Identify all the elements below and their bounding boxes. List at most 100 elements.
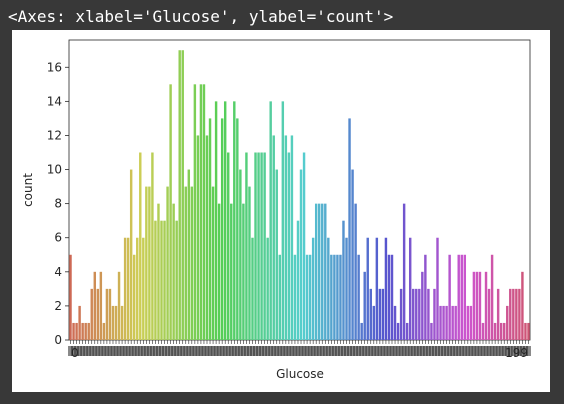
x-tick-label-clutter xyxy=(131,346,137,356)
x-tick-label-clutter xyxy=(368,346,374,356)
x-tick-label-clutter xyxy=(174,346,180,356)
x-tick-label-clutter xyxy=(168,346,174,356)
x-tick-label-clutter xyxy=(386,346,392,356)
bar xyxy=(348,118,351,340)
bar xyxy=(102,322,106,340)
bar xyxy=(296,220,300,340)
bar xyxy=(390,254,394,340)
x-tick-label-clutter xyxy=(328,346,334,356)
x-tick-label-clutter xyxy=(280,346,286,356)
x-tick-label-clutter xyxy=(444,346,450,356)
bar xyxy=(299,169,303,340)
x-tick-label-clutter xyxy=(222,346,228,356)
x-tick-label-clutter xyxy=(359,346,365,356)
bar xyxy=(281,101,285,340)
y-tick-label: 0 xyxy=(54,333,62,347)
bar xyxy=(421,271,424,340)
bar xyxy=(251,237,254,340)
x-tick-label-clutter xyxy=(453,346,459,356)
x-tick-label-clutter xyxy=(201,346,207,356)
x-tick-label-clutter xyxy=(398,346,404,356)
bar xyxy=(378,288,382,340)
x-tick-label-clutter xyxy=(74,346,80,356)
x-axis xyxy=(68,340,531,356)
bar xyxy=(275,169,278,340)
x-tick-label-clutter xyxy=(204,346,210,356)
bar xyxy=(227,152,230,340)
x-tick-label-clutter xyxy=(389,346,395,356)
x-tick-label-clutter xyxy=(395,346,401,356)
bar xyxy=(199,84,203,340)
x-tick-label-clutter xyxy=(298,346,304,356)
bar xyxy=(217,203,221,340)
bar xyxy=(372,305,376,340)
bar xyxy=(454,305,457,340)
x-tick-label-clutter xyxy=(237,346,243,356)
x-tick-label-clutter xyxy=(165,346,171,356)
bar xyxy=(442,305,445,340)
bar xyxy=(132,254,136,340)
bar xyxy=(512,288,515,340)
bar xyxy=(481,322,485,340)
y-tick-label: 12 xyxy=(47,128,62,142)
bar xyxy=(496,288,500,340)
x-tick-label-clutter xyxy=(383,346,389,356)
bar xyxy=(430,322,433,340)
bar xyxy=(239,169,242,340)
bar xyxy=(236,118,239,340)
x-tick-label-clutter xyxy=(286,346,292,356)
bar xyxy=(463,254,467,340)
bar xyxy=(181,50,184,340)
x-tick-label-clutter xyxy=(137,346,143,356)
bar xyxy=(172,203,175,340)
bar xyxy=(220,118,224,340)
bar xyxy=(518,288,521,340)
x-tick-label-clutter xyxy=(459,346,465,356)
bar xyxy=(424,254,427,340)
bar xyxy=(111,305,115,340)
x-tick-label-clutter xyxy=(128,346,134,356)
x-tick-label-clutter xyxy=(198,346,204,356)
bar xyxy=(472,271,476,340)
bar xyxy=(99,271,103,340)
x-tick-label-clutter xyxy=(356,346,362,356)
x-tick-label-clutter xyxy=(468,346,474,356)
bar xyxy=(506,305,509,340)
x-tick-label-clutter xyxy=(83,346,89,356)
x-tick-label-clutter xyxy=(192,346,198,356)
bar xyxy=(96,288,100,340)
bar xyxy=(90,288,93,340)
x-tick-label-clutter xyxy=(501,346,507,356)
x-tick-label-clutter xyxy=(240,346,246,356)
x-tick-label-clutter xyxy=(186,346,192,356)
x-tick-label-clutter xyxy=(140,346,146,356)
x-tick-label-clutter xyxy=(246,346,252,356)
bar xyxy=(399,288,403,340)
x-tick-label-clutter xyxy=(104,346,110,356)
bar xyxy=(490,254,494,340)
bar xyxy=(484,271,488,340)
bar xyxy=(384,237,388,340)
bar xyxy=(136,237,139,340)
bar xyxy=(460,254,463,340)
x-tick-label-clutter xyxy=(207,346,213,356)
bar xyxy=(148,186,151,340)
bar xyxy=(142,237,145,340)
bar xyxy=(527,322,530,340)
bar xyxy=(157,203,160,340)
x-tick-label-clutter xyxy=(522,346,528,356)
bar xyxy=(345,237,348,340)
x-tick-label-clutter xyxy=(401,346,407,356)
bar xyxy=(305,254,309,340)
x-tick-label-clutter xyxy=(113,346,119,356)
bar xyxy=(321,203,324,340)
bar xyxy=(333,254,336,340)
bar xyxy=(75,322,78,340)
x-tick-label-clutter xyxy=(116,346,122,356)
x-tick-label-clutter xyxy=(243,346,249,356)
x-tick-label-clutter xyxy=(171,346,177,356)
x-tick-label-clutter xyxy=(159,346,164,356)
x-tick-label-clutter xyxy=(392,346,398,356)
bar xyxy=(396,322,400,340)
bar xyxy=(287,152,291,340)
